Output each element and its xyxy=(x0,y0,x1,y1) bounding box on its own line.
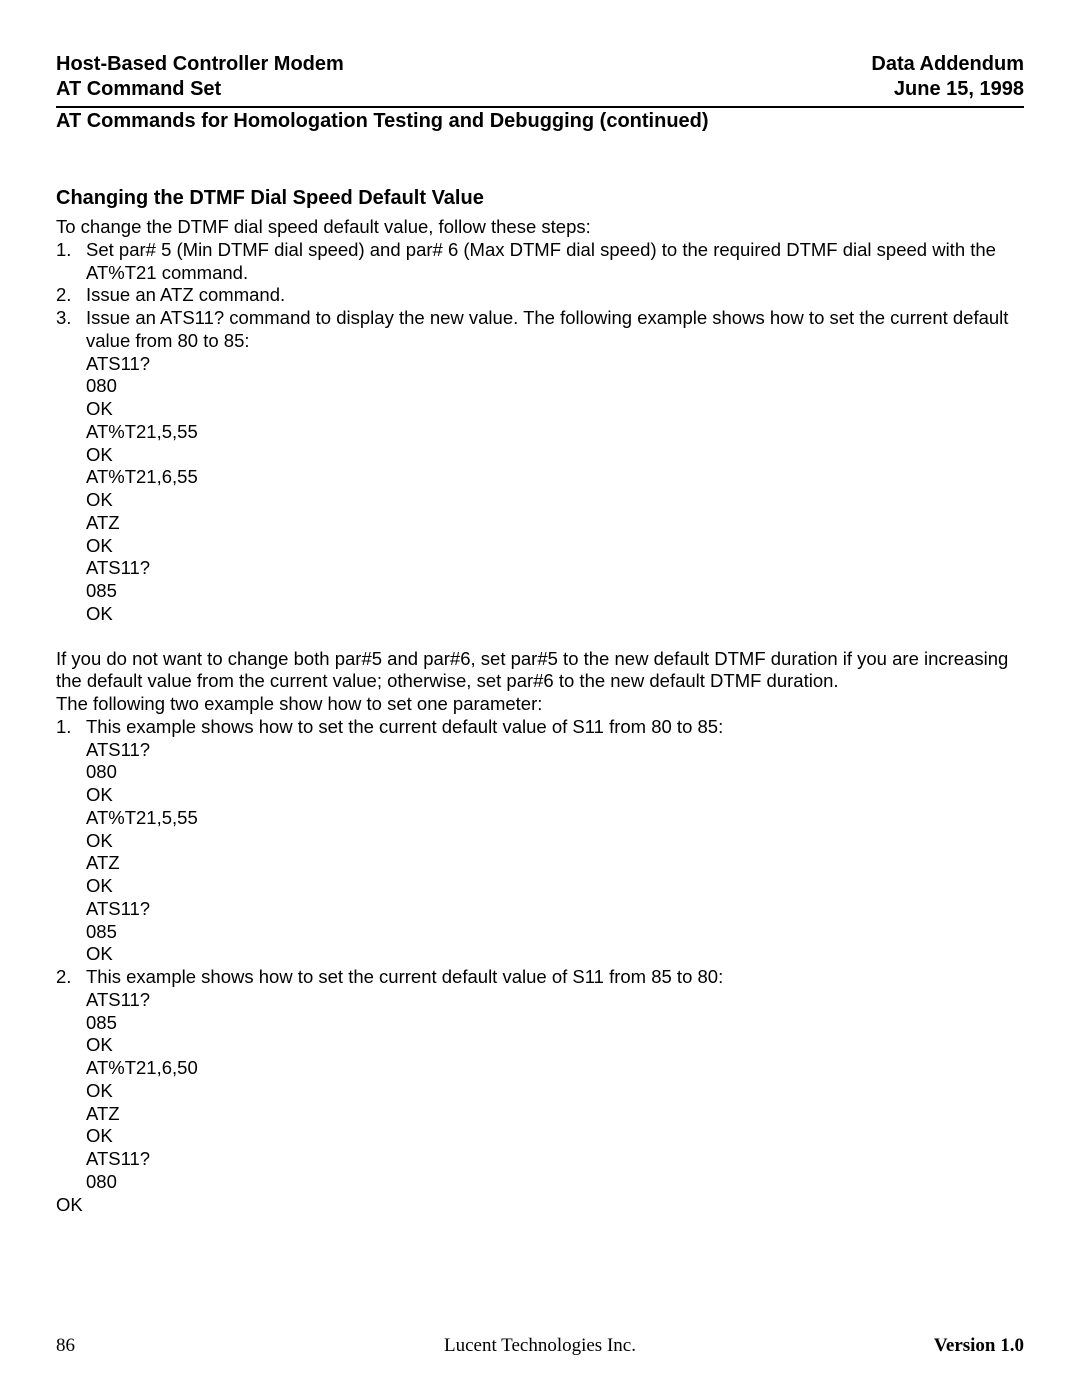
cmd-line: 085 xyxy=(86,580,1024,603)
cmd-line: OK xyxy=(86,1125,1024,1148)
cmd-line: ATS11? xyxy=(86,1148,1024,1171)
cmd-line: ATZ xyxy=(86,852,1024,875)
cmd-line: 080 xyxy=(86,761,1024,784)
item-text: Issue an ATZ command. xyxy=(86,284,1024,307)
item-number: 3. xyxy=(56,307,86,353)
cmd-line: 085 xyxy=(86,921,1024,944)
item-text: Set par# 5 (Min DTMF dial speed) and par… xyxy=(86,239,1024,285)
cmd-line: OK xyxy=(86,444,1024,467)
cmd-line: ATS11? xyxy=(86,353,1024,376)
para-line: If you do not want to change both par#5 … xyxy=(56,648,1008,692)
footer-company: Lucent Technologies Inc. xyxy=(56,1335,1024,1357)
cmd-line: ATS11? xyxy=(86,739,1024,762)
cmd-line: 085 xyxy=(86,1012,1024,1035)
cmd-line: OK xyxy=(86,535,1024,558)
cmd-line: OK xyxy=(86,784,1024,807)
cmd-line: 080 xyxy=(86,375,1024,398)
list-item: 2. Issue an ATZ command. xyxy=(56,284,1024,307)
para-line: The following two example show how to se… xyxy=(56,693,542,714)
header-left-1: Host-Based Controller Modem xyxy=(56,52,344,77)
item-number: 1. xyxy=(56,239,86,285)
list-item: 1. Set par# 5 (Min DTMF dial speed) and … xyxy=(56,239,1024,285)
body-content: To change the DTMF dial speed default va… xyxy=(56,216,1024,1216)
cmd-line: OK xyxy=(86,875,1024,898)
cmd-line: OK xyxy=(86,943,1024,966)
list-item: 3. Issue an ATS11? command to display th… xyxy=(56,307,1024,353)
cmd-line: ATZ xyxy=(86,512,1024,535)
item-text: Issue an ATS11? command to display the n… xyxy=(86,307,1024,353)
cmd-line: ATS11? xyxy=(86,989,1024,1012)
header-right-2: June 15, 1998 xyxy=(894,77,1024,102)
cmd-line: ATZ xyxy=(86,1103,1024,1126)
cmd-line: OK xyxy=(86,1080,1024,1103)
header-left-2: AT Command Set xyxy=(56,77,221,102)
steps-list-1: 1. Set par# 5 (Min DTMF dial speed) and … xyxy=(56,239,1024,353)
cmd-line: OK xyxy=(86,830,1024,853)
paragraph-2: If you do not want to change both par#5 … xyxy=(56,648,1024,716)
cmd-line: OK xyxy=(86,489,1024,512)
steps-list-3: 2. This example shows how to set the cur… xyxy=(56,966,1024,989)
cmd-line: OK xyxy=(86,603,1024,626)
document-page: Host-Based Controller Modem Data Addendu… xyxy=(0,0,1080,1397)
cmd-line: OK xyxy=(86,1034,1024,1057)
header-rule xyxy=(56,106,1024,108)
item-number: 1. xyxy=(56,716,86,739)
command-block-1: ATS11? 080 OK AT%T21,5,55 OK AT%T21,6,55… xyxy=(86,353,1024,626)
item-number: 2. xyxy=(56,284,86,307)
cmd-line: ATS11? xyxy=(86,557,1024,580)
cmd-line: OK xyxy=(86,398,1024,421)
cmd-line: AT%T21,5,55 xyxy=(86,807,1024,830)
subheading: Changing the DTMF Dial Speed Default Val… xyxy=(56,187,1024,210)
cmd-line: AT%T21,6,50 xyxy=(86,1057,1024,1080)
command-block-2: ATS11? 080 OK AT%T21,5,55 OK ATZ OK ATS1… xyxy=(86,739,1024,967)
page-footer: 86 Lucent Technologies Inc. Version 1.0 xyxy=(56,1335,1024,1357)
cmd-line: 080 xyxy=(86,1171,1024,1194)
list-item: 2. This example shows how to set the cur… xyxy=(56,966,1024,989)
header-row-1: Host-Based Controller Modem Data Addendu… xyxy=(56,52,1024,77)
list-item: 1. This example shows how to set the cur… xyxy=(56,716,1024,739)
item-text: This example shows how to set the curren… xyxy=(86,966,1024,989)
intro-text: To change the DTMF dial speed default va… xyxy=(56,216,1024,239)
command-block-3: ATS11? 085 OK AT%T21,6,50 OK ATZ OK ATS1… xyxy=(86,989,1024,1194)
cmd-line: AT%T21,5,55 xyxy=(86,421,1024,444)
cmd-line: ATS11? xyxy=(86,898,1024,921)
steps-list-2: 1. This example shows how to set the cur… xyxy=(56,716,1024,739)
header-right-1: Data Addendum xyxy=(871,52,1024,77)
item-text: This example shows how to set the curren… xyxy=(86,716,1024,739)
trailing-ok: OK xyxy=(56,1194,1024,1217)
section-title: AT Commands for Homologation Testing and… xyxy=(56,110,1024,133)
cmd-line: AT%T21,6,55 xyxy=(86,466,1024,489)
item-number: 2. xyxy=(56,966,86,989)
header-row-2: AT Command Set June 15, 1998 xyxy=(56,77,1024,102)
